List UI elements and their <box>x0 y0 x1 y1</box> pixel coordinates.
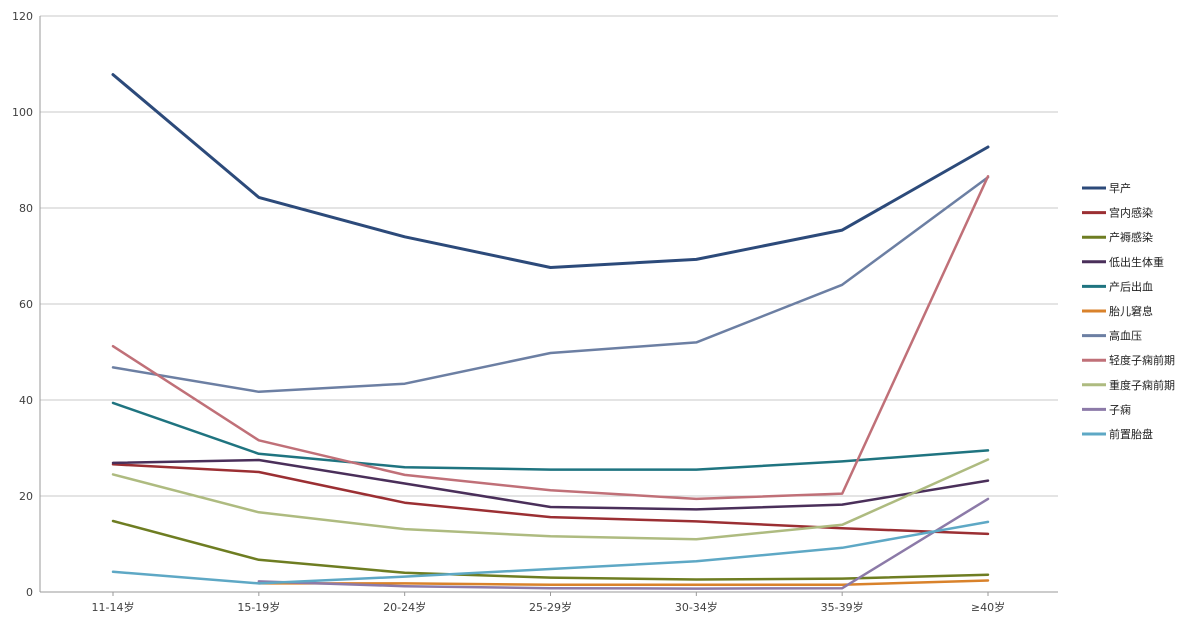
series-line <box>111 519 990 581</box>
legend-item: 产后出血 <box>1082 279 1153 293</box>
series-9 <box>111 458 990 541</box>
series-line <box>257 579 990 587</box>
y-tick-label: 0 <box>26 586 33 599</box>
series-line <box>111 458 990 541</box>
series-line <box>111 176 990 394</box>
x-tick-label: 11-14岁 <box>92 600 135 614</box>
series-lines <box>111 73 990 590</box>
series-2 <box>111 463 990 536</box>
legend-label: 低出生体重 <box>1109 255 1164 269</box>
y-tick-label: 120 <box>12 10 33 23</box>
legend-label: 早产 <box>1109 181 1131 195</box>
x-tick-label: 15-19岁 <box>237 600 280 614</box>
series-line <box>257 497 990 590</box>
series-line <box>111 463 990 536</box>
legend: 早产宫内感染产褥感染低出生体重产后出血胎儿窘息高血压轻度子痫前期重度子痫前期子痫… <box>1082 181 1175 441</box>
x-tick-label: 30-34岁 <box>675 600 718 614</box>
legend-item: 胎儿窘息 <box>1082 304 1153 318</box>
series-8 <box>111 175 990 501</box>
y-tick-label: 20 <box>19 490 33 503</box>
x-tick-label: 25-29岁 <box>529 600 572 614</box>
y-tick-label: 100 <box>12 106 33 119</box>
series-6 <box>257 579 990 587</box>
series-10 <box>257 497 990 590</box>
series-4 <box>111 458 990 511</box>
y-tick-label: 60 <box>19 298 33 311</box>
x-tick-label: 35-39岁 <box>821 600 864 614</box>
series-5 <box>111 401 990 471</box>
legend-label: 胎儿窘息 <box>1109 304 1153 318</box>
series-3 <box>111 519 990 581</box>
axes: 0 20 40 60 80 100 120 11-14岁 15-19岁 20-24岁 25-29岁 3… <box>12 10 1005 614</box>
y-tick-label: 80 <box>19 202 33 215</box>
series-7 <box>111 176 990 394</box>
series-line <box>111 73 990 269</box>
legend-label: 前置胎盘 <box>1109 427 1153 441</box>
grid-lines <box>40 15 1058 593</box>
legend-label: 高血压 <box>1109 329 1142 343</box>
x-tick-label: ≥40岁 <box>971 600 1005 614</box>
series-line <box>111 401 990 471</box>
x-tick-label: 20-24岁 <box>383 600 426 614</box>
legend-label: 重度子痫前期 <box>1109 378 1175 392</box>
series-line <box>111 458 990 511</box>
legend-item: 高血压 <box>1082 329 1142 343</box>
legend-item: 宫内感染 <box>1082 206 1153 220</box>
series-line <box>111 520 990 585</box>
legend-label: 子痫 <box>1109 402 1131 416</box>
legend-label: 产褥感染 <box>1109 230 1153 244</box>
series-1 <box>111 73 990 269</box>
legend-item: 前置胎盘 <box>1082 427 1153 441</box>
legend-item: 低出生体重 <box>1082 255 1164 269</box>
legend-item: 产褥感染 <box>1082 230 1153 244</box>
y-tick-label: 40 <box>19 394 33 407</box>
legend-item: 早产 <box>1082 181 1131 195</box>
legend-item: 子痫 <box>1082 402 1131 416</box>
legend-label: 轻度子痫前期 <box>1109 353 1175 367</box>
legend-item: 轻度子痫前期 <box>1082 353 1175 367</box>
legend-item: 重度子痫前期 <box>1082 378 1175 392</box>
series-line <box>111 175 990 501</box>
legend-label: 产后出血 <box>1109 279 1153 293</box>
legend-label: 宫内感染 <box>1109 206 1153 220</box>
series-11 <box>111 520 990 585</box>
